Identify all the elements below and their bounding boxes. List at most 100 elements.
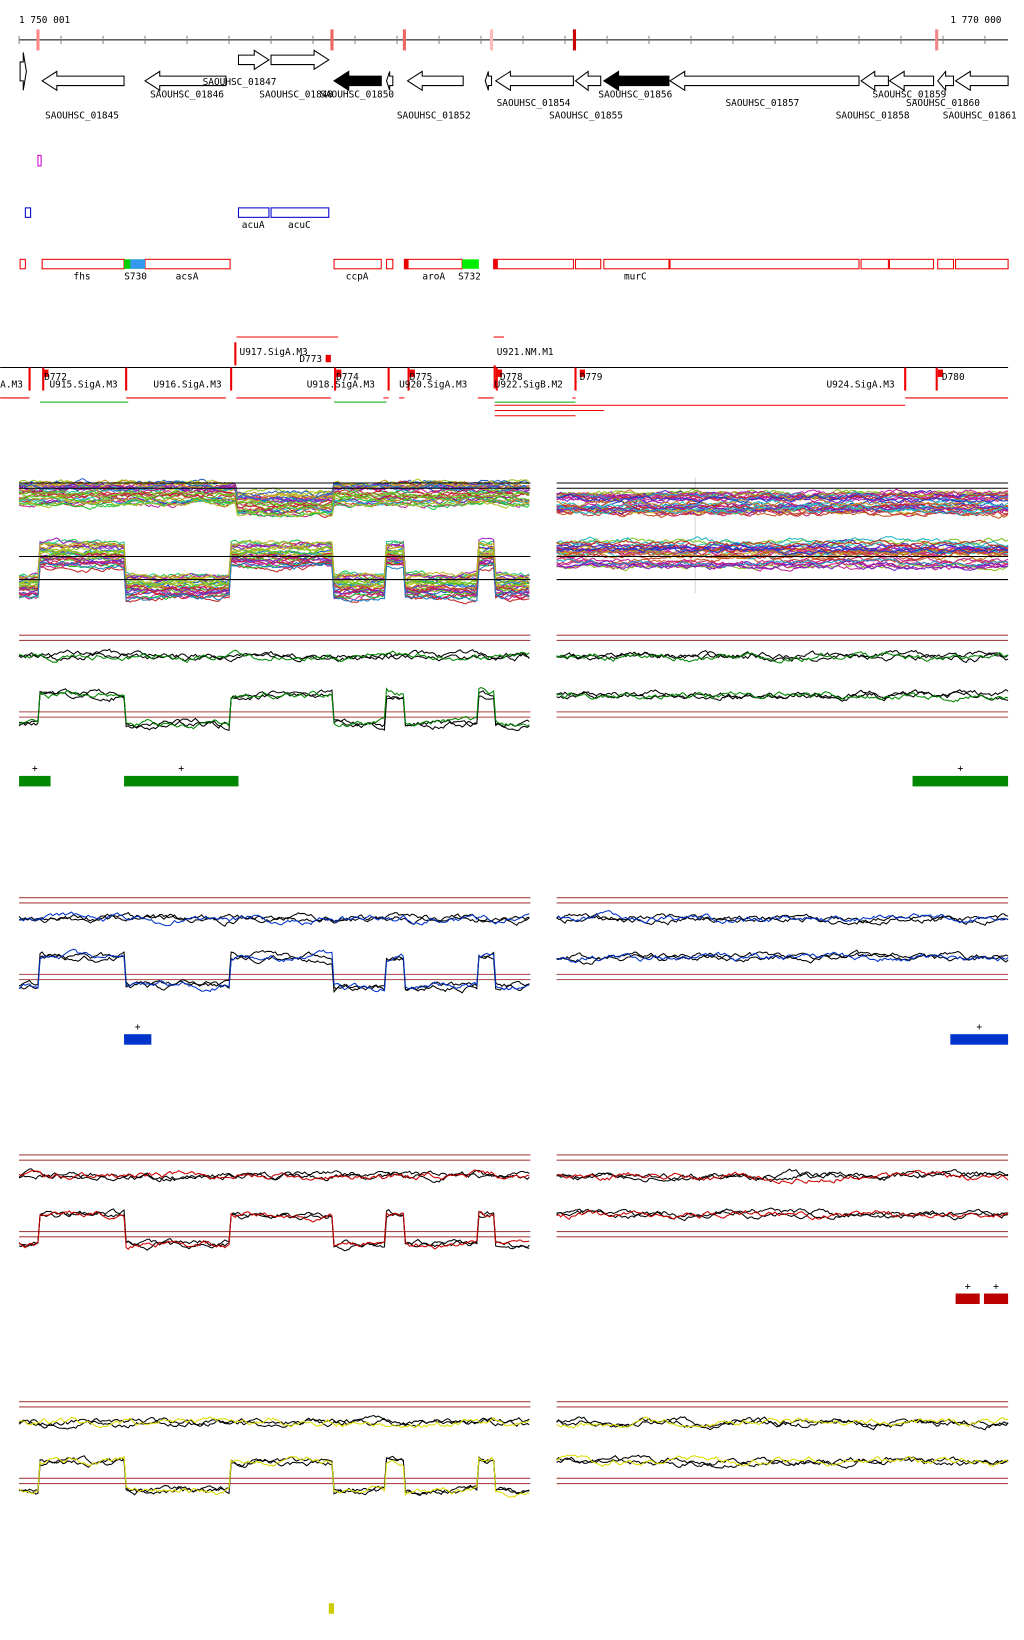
promoter-marker — [234, 342, 237, 366]
trace — [556, 537, 1009, 548]
operon-label: acuC — [288, 220, 311, 231]
trace — [556, 555, 1009, 566]
trace — [18, 497, 530, 517]
region-bar — [124, 775, 239, 787]
gene-label: SAOUHSC_01861 — [943, 111, 1017, 122]
feature-box — [493, 258, 574, 270]
trace — [18, 553, 530, 596]
trace — [19, 688, 530, 732]
trace — [556, 550, 1009, 561]
trace — [556, 1416, 1009, 1429]
trace — [556, 1208, 1009, 1220]
promoter-label: U916.SigA.M3 — [153, 379, 221, 390]
operon — [237, 207, 270, 218]
gene-arrow — [385, 71, 394, 91]
gene-label: SAOUHSC_01857 — [725, 98, 799, 109]
feature-box — [404, 259, 409, 269]
promoter-label: U924.SigA.M3 — [826, 379, 894, 390]
axis-marker — [572, 29, 577, 51]
trace — [556, 507, 1009, 517]
gene-arrow — [333, 70, 382, 92]
trace — [18, 488, 530, 508]
trace — [18, 1455, 530, 1496]
gene-label: SAOUHSC_01845 — [45, 111, 119, 122]
gene-arrow — [602, 70, 670, 92]
trace — [556, 490, 1009, 503]
gene-arrow — [888, 70, 935, 92]
trace — [18, 1416, 530, 1430]
promoter-marker — [937, 369, 943, 377]
trace — [18, 480, 530, 503]
trace — [18, 561, 530, 601]
feature-box — [574, 258, 602, 270]
trace — [556, 950, 1009, 963]
trace — [556, 1454, 1009, 1468]
promoter-label: D775 — [410, 372, 433, 383]
trace — [556, 560, 1009, 572]
trace — [556, 504, 1009, 515]
trace — [556, 488, 1009, 500]
gene-arrow — [144, 70, 227, 92]
gene-arrow — [270, 49, 330, 71]
promoter-marker — [496, 369, 503, 377]
trace — [556, 505, 1009, 516]
trace — [18, 553, 530, 595]
feature-label: S732 — [458, 271, 481, 282]
promoter-label: A.M3 — [0, 379, 23, 390]
operon-label: acuA — [242, 220, 265, 231]
gene-arrow — [41, 70, 125, 92]
promoter-marker — [43, 369, 49, 377]
trace — [18, 546, 530, 587]
trace — [556, 504, 1009, 514]
trace — [556, 493, 1009, 504]
feature-box — [860, 258, 889, 270]
trace — [19, 1416, 530, 1429]
promoter-label: U921.NM.M1 — [497, 347, 554, 358]
trace — [556, 914, 1009, 927]
trace — [18, 481, 530, 502]
region-sign: + — [135, 1022, 141, 1033]
end-coordinate: 1 770 000 — [950, 15, 1001, 26]
gene-arrow — [19, 52, 27, 91]
region-sign: + — [957, 764, 963, 775]
trace — [18, 550, 530, 592]
gene-arrow — [406, 70, 464, 92]
trace — [556, 495, 1009, 508]
trace — [556, 544, 1009, 555]
promoter-label: U918.SigA.M3 — [307, 379, 375, 390]
gene-arrow — [494, 70, 574, 92]
gene-arrow — [484, 71, 493, 91]
promoter-marker — [574, 367, 577, 391]
feature-label: aroA — [422, 271, 445, 282]
gene-label: SAOUHSC_01847 — [203, 77, 277, 88]
trace — [556, 545, 1009, 557]
region-bar — [950, 1034, 1009, 1045]
feature-box — [955, 258, 1009, 270]
trace — [556, 559, 1009, 572]
small-feature — [37, 154, 42, 167]
promoter-marker — [579, 369, 585, 377]
trace — [18, 560, 530, 603]
feature-box — [462, 259, 479, 269]
promoter-marker — [407, 367, 410, 391]
gene-arrow — [860, 70, 889, 92]
trace — [18, 552, 530, 594]
feature-box — [386, 258, 394, 270]
gene-label: SAOUHSC_01859 — [872, 90, 946, 101]
promoter-label: U920.SigA.M3 — [399, 379, 467, 390]
gene-label: SAOUHSC_01855 — [549, 111, 623, 122]
feature-label: ccpA — [346, 271, 369, 282]
trace — [556, 539, 1009, 549]
axis-marker — [935, 29, 939, 51]
gene-arrow — [574, 70, 602, 92]
feature-box — [937, 258, 955, 270]
gene-arrow — [954, 70, 1009, 92]
trace — [556, 910, 1009, 925]
trace — [18, 1169, 530, 1181]
trace — [18, 949, 530, 994]
trace — [556, 545, 1009, 556]
trace — [556, 558, 1009, 569]
trace — [18, 1169, 530, 1182]
promoter-label: D772 — [44, 372, 67, 383]
promoter-label: D773 — [299, 354, 322, 365]
